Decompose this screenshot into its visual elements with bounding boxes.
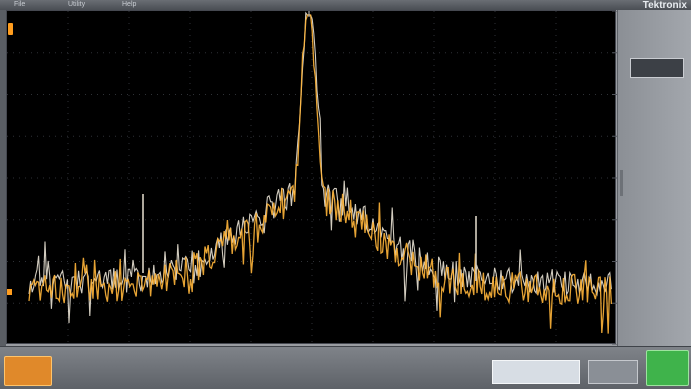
channel-1-marker-icon[interactable] xyxy=(8,23,13,35)
menu-bar: File Utility Help xyxy=(0,0,691,10)
side-panel-scroll-handle[interactable] xyxy=(620,170,623,196)
left-strip xyxy=(0,10,6,346)
spectrum-plot xyxy=(7,11,617,345)
spectrum-trace-primary xyxy=(28,14,613,334)
run-stop-button[interactable] xyxy=(646,350,689,386)
side-panel-header xyxy=(622,22,688,40)
side-panel-button[interactable] xyxy=(630,58,684,78)
channel-1-button[interactable] xyxy=(4,356,52,386)
ground-level-marker-icon[interactable] xyxy=(7,289,12,295)
menu-file[interactable]: File xyxy=(14,1,26,8)
spectrum-display[interactable] xyxy=(6,10,617,345)
menu-help[interactable]: Help xyxy=(122,1,137,8)
acquisition-info-box[interactable] xyxy=(588,360,638,384)
zoom-control[interactable] xyxy=(444,358,464,384)
graticule-ticks xyxy=(612,11,617,345)
brand-logo: Tektronix xyxy=(642,0,687,11)
menu-utility[interactable]: Utility xyxy=(68,1,86,8)
spur-lines xyxy=(142,194,477,281)
right-side-panel xyxy=(617,10,691,346)
trigger-info-box[interactable] xyxy=(492,360,580,384)
